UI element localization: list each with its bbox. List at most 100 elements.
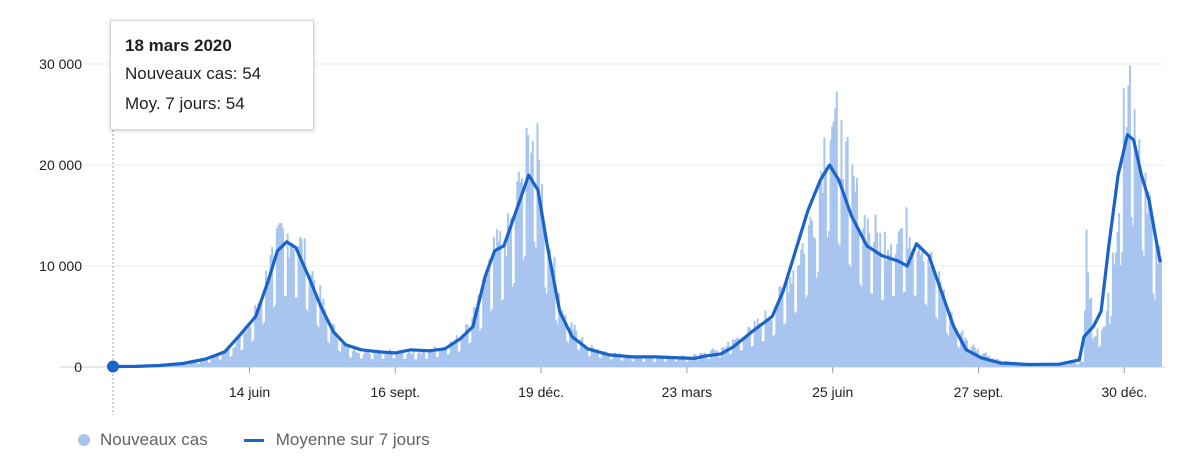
bar (195, 360, 198, 367)
bar (351, 351, 354, 367)
bar (1107, 292, 1110, 367)
x-tick-label: 25 juin (812, 384, 853, 400)
bar (857, 232, 860, 367)
bar (652, 361, 655, 367)
bar (341, 344, 343, 367)
bar (448, 354, 450, 367)
bar (472, 306, 475, 367)
bar (576, 349, 579, 367)
bar (285, 296, 288, 367)
bar (840, 120, 843, 367)
bar (713, 349, 716, 367)
bar (930, 251, 933, 367)
bar (787, 292, 790, 367)
bar (669, 357, 672, 367)
bar (747, 326, 750, 367)
bar (879, 232, 882, 367)
bar (823, 137, 826, 367)
bar (921, 248, 924, 367)
bar (793, 313, 796, 367)
bar (772, 336, 775, 367)
bar (1113, 264, 1116, 367)
y-tick-label: 0 (74, 359, 82, 375)
bar (510, 217, 513, 367)
bar (797, 266, 799, 367)
bar (567, 342, 570, 367)
bar (876, 232, 879, 367)
bar (1079, 361, 1082, 367)
bar (328, 343, 331, 367)
bar (407, 352, 410, 367)
bar (1021, 364, 1024, 367)
bar (674, 361, 677, 367)
bar (489, 311, 492, 367)
bar (804, 297, 807, 367)
bar (254, 304, 257, 367)
bar (302, 261, 305, 367)
bar (210, 356, 213, 367)
bar (1099, 345, 1102, 367)
bar (938, 271, 941, 367)
bar (907, 248, 910, 367)
bar (828, 231, 831, 367)
bar (503, 241, 506, 367)
bar (424, 358, 427, 367)
bar (888, 254, 891, 367)
bar (1139, 174, 1142, 367)
bar (975, 350, 978, 367)
bar (685, 361, 688, 367)
bar (672, 358, 675, 367)
bar (232, 347, 235, 367)
bar (175, 365, 177, 367)
bar (283, 296, 286, 367)
bar (309, 274, 312, 367)
legend-item-average[interactable]: Moyenne sur 7 jours (243, 430, 430, 450)
bar (708, 358, 711, 367)
bar (316, 324, 319, 367)
x-tick-label: 23 mars (662, 384, 713, 400)
bar (654, 361, 657, 367)
bar (556, 323, 559, 367)
bar (367, 350, 370, 367)
bar (640, 356, 643, 367)
bar (762, 340, 765, 367)
bar (814, 238, 817, 367)
bar (824, 167, 827, 367)
bar (728, 354, 731, 367)
bar (770, 319, 773, 367)
bar (297, 245, 300, 367)
bar (223, 350, 226, 367)
bar (623, 356, 626, 367)
bar (524, 255, 526, 367)
bar (649, 356, 652, 367)
bar (1142, 256, 1145, 367)
bar (949, 317, 951, 367)
bar (375, 354, 378, 367)
legend-item-new-cases[interactable]: Nouveaux cas (78, 430, 208, 450)
bar (610, 359, 613, 367)
bar (269, 255, 272, 367)
bar (496, 229, 499, 367)
bar (314, 294, 317, 367)
bar (458, 351, 461, 367)
bar (593, 351, 596, 367)
bar (192, 362, 195, 367)
bar (430, 350, 433, 367)
bar (826, 237, 829, 367)
bar (933, 269, 936, 367)
bar (679, 356, 682, 367)
bar (296, 297, 298, 367)
bar (1146, 213, 1148, 367)
tooltip: 18 mars 2020 Nouveaux cas: 54 Moy. 7 jou… (110, 20, 314, 130)
bar (755, 325, 758, 367)
bar (1110, 316, 1113, 367)
bar (942, 289, 945, 367)
bar (851, 164, 854, 367)
bar (372, 359, 374, 367)
bar (570, 322, 573, 367)
bar (727, 341, 730, 367)
bar (176, 365, 179, 367)
bar (925, 305, 928, 367)
bar (525, 128, 528, 367)
